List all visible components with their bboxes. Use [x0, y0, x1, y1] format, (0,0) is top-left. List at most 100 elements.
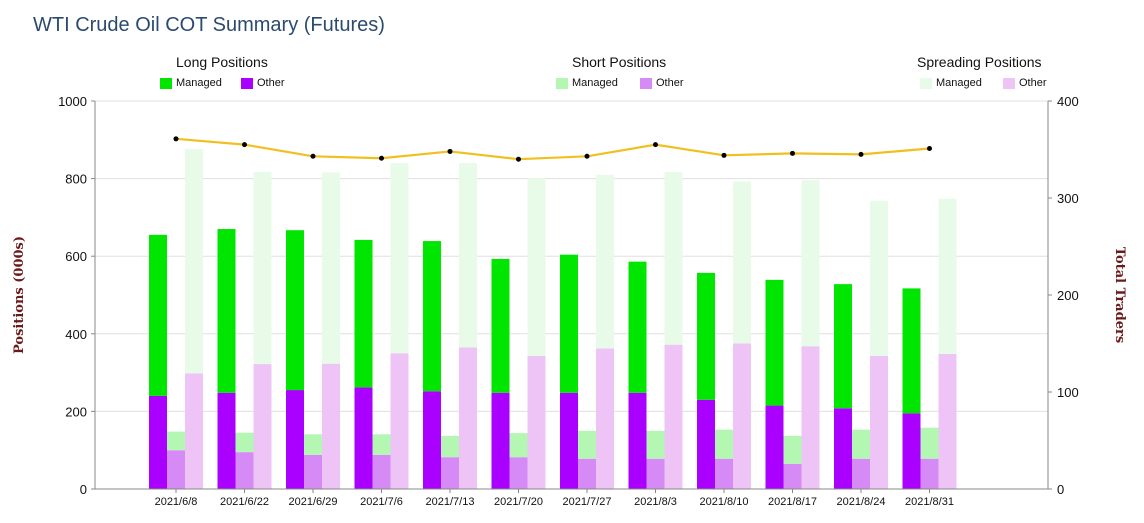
x-tick-label: 2021/7/20	[494, 496, 543, 508]
bar-long-other	[628, 392, 647, 489]
bar-long-managed	[286, 230, 304, 391]
traders-point	[653, 142, 658, 148]
chart-title: WTI Crude Oil COT Summary (Futures)	[33, 14, 385, 36]
bar-short-managed	[167, 431, 185, 451]
bar-spreading-other	[185, 373, 203, 489]
legend-title-long: Long Positions	[176, 54, 268, 70]
bar-short-other	[783, 463, 802, 489]
bar-spreading-managed	[322, 172, 340, 364]
bar-short-managed	[852, 429, 870, 459]
legend-swatch-long-managed	[160, 77, 172, 89]
traders-point	[242, 142, 247, 148]
x-tick-label: 2021/7/6	[360, 496, 403, 508]
bar-long-other	[217, 392, 236, 489]
bar-short-managed	[646, 430, 665, 459]
traders-point	[173, 136, 179, 142]
y-tick-label-right: 200	[1057, 288, 1079, 303]
legend-item-short-managed: Managed	[556, 76, 618, 90]
bar-spreading-other	[733, 343, 751, 489]
legend-item-long-other: Other	[241, 76, 285, 90]
bar-long-managed	[423, 241, 441, 392]
bar-long-other	[560, 392, 578, 489]
x-tick-label: 2021/8/10	[700, 496, 749, 508]
x-tick-label: 2021/8/3	[634, 496, 677, 508]
bar-short-other	[304, 454, 322, 489]
y-tick-label-left: 1000	[58, 94, 87, 109]
bar-long-managed	[217, 229, 236, 393]
bar-spreading-other	[938, 353, 957, 489]
bar-long-managed	[491, 258, 510, 393]
bar-short-managed	[441, 435, 459, 458]
bar-long-other	[286, 390, 304, 489]
bar-short-managed	[509, 433, 528, 458]
legend-label-long-managed: Managed	[176, 77, 222, 89]
bar-short-other	[372, 454, 391, 489]
bar-spreading-other	[390, 353, 409, 489]
bar-long-managed	[560, 254, 578, 393]
bar-long-other	[697, 399, 715, 489]
bar-long-other	[902, 413, 921, 489]
x-tick-label: 2021/8/24	[837, 496, 886, 508]
legend-item-short-other: Other	[640, 76, 684, 90]
y-tick-label-left: 600	[65, 249, 87, 264]
x-tick-label: 2021/8/31	[905, 496, 954, 508]
bar-spreading-other	[870, 355, 888, 489]
x-tick-label: 2021/7/13	[426, 496, 475, 508]
y-tick-label-right: 0	[1057, 482, 1064, 497]
bar-spreading-other	[253, 364, 272, 489]
bar-short-other	[715, 458, 733, 489]
bar-short-managed	[304, 434, 322, 455]
bar-spreading-managed	[459, 163, 477, 348]
bar-short-other	[509, 457, 528, 489]
legend-swatch-spreading-other	[1003, 77, 1015, 89]
bar-spreading-other	[322, 363, 340, 489]
bar-marks	[149, 149, 957, 489]
legend-item-spreading-managed: Managed	[920, 76, 982, 90]
bar-long-managed	[697, 272, 715, 400]
legend-label-short-managed: Managed	[572, 77, 618, 89]
legend-title-short: Short Positions	[572, 54, 667, 70]
bar-short-managed	[715, 429, 733, 459]
bar-spreading-managed	[185, 149, 203, 374]
bar-spreading-other	[459, 347, 477, 489]
bar-spreading-other	[801, 346, 820, 489]
x-tick-label: 2021/6/22	[220, 496, 269, 508]
traders-line-path	[175, 137, 930, 161]
bar-short-other	[235, 452, 254, 489]
y-tick-label-left: 200	[65, 404, 87, 419]
bar-short-other	[578, 458, 596, 489]
y-axis-title-right: Total Traders	[1112, 247, 1127, 343]
legend-label-spreading-other: Other	[1019, 77, 1047, 89]
y-tick-label-left: 400	[65, 327, 87, 342]
bar-long-managed	[902, 288, 921, 414]
axes: 0 200 400 600 800 1000 0 100 200 300 400 2021/6/8 20…	[58, 94, 1079, 508]
traders-point	[858, 151, 864, 157]
traders-point	[379, 155, 384, 161]
traders-point	[447, 148, 453, 154]
bar-long-managed	[354, 239, 373, 388]
x-tick-label: 2021/6/29	[289, 496, 338, 508]
bar-long-managed	[628, 261, 647, 393]
traders-point	[310, 153, 316, 159]
bar-spreading-managed	[870, 200, 888, 356]
bar-long-other	[149, 395, 167, 489]
bar-long-managed	[149, 234, 167, 396]
bar-spreading-managed	[596, 174, 614, 349]
bar-spreading-managed	[733, 181, 751, 344]
x-tick-label: 2021/6/8	[155, 496, 198, 508]
bar-spreading-managed	[801, 180, 820, 347]
bar-spreading-managed	[253, 172, 272, 365]
bar-spreading-managed	[390, 163, 409, 354]
traders-point	[584, 153, 590, 159]
bar-short-managed	[372, 434, 391, 455]
legend-item-spreading-other: Other	[1003, 76, 1047, 90]
bar-long-managed	[765, 279, 784, 406]
bar-spreading-managed	[938, 198, 957, 354]
bar-short-other	[646, 458, 665, 489]
y-tick-label-left: 0	[80, 482, 87, 497]
legend-swatch-short-other	[640, 77, 652, 89]
y-axis-title-left: Positions (000s)	[12, 236, 27, 354]
bar-long-managed	[834, 284, 852, 409]
bar-long-other	[765, 405, 784, 489]
